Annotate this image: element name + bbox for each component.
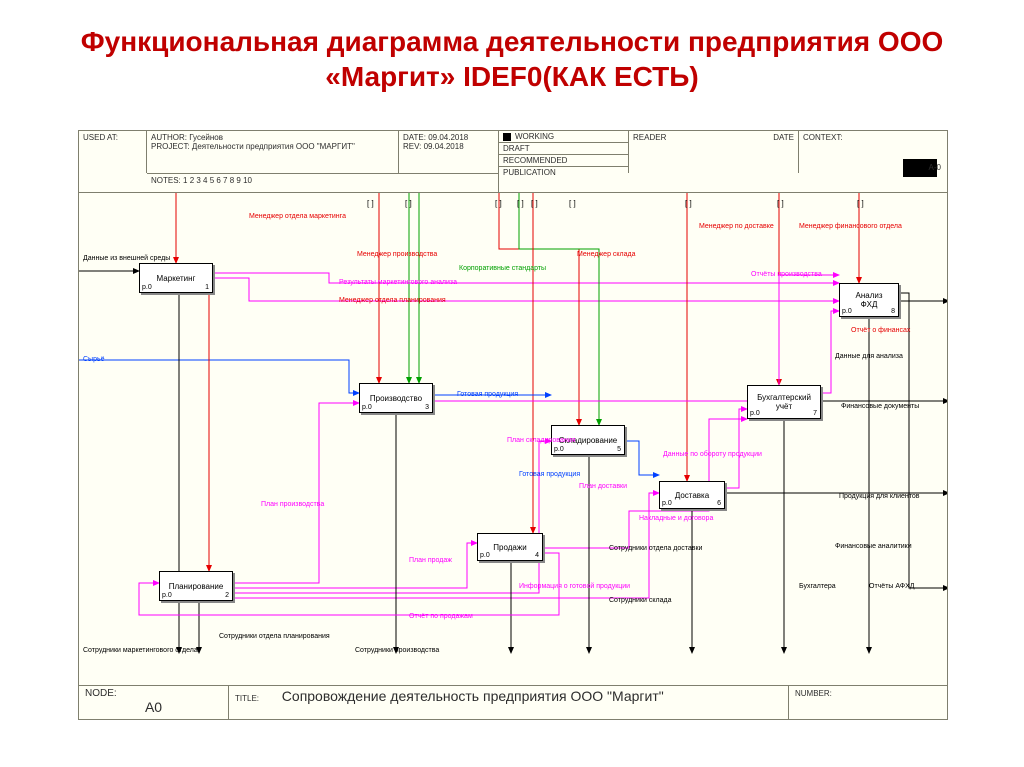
arrow [213, 273, 839, 283]
project-val: Деятельности предприятия ООО "МАРГИТ" [192, 142, 355, 151]
activity-box-6: Доставкар.06 [659, 481, 725, 509]
arrow [821, 311, 839, 393]
activity-box-8: АнализФХДр.08 [839, 283, 899, 317]
arrow-label: Отчёт о финансах [851, 327, 910, 334]
arrow-label: Менеджер склада [577, 251, 636, 258]
arrow-label: Корпоративные стандарты [459, 265, 546, 272]
arrow-label: Бухгалтера [799, 583, 836, 590]
arrow [433, 275, 839, 401]
arrow-label: Сотрудники склада [609, 597, 671, 604]
hdr-status: WORKING DRAFT RECOMMENDED PUBLICATION [499, 131, 629, 173]
activity-box-1: Маркетингр.01 [139, 263, 213, 293]
idef0-diagram: USED AT: AUTHOR: Гусейнов PROJECT: Деяте… [78, 130, 948, 720]
arrow-label: Продукция для клиентов [839, 493, 920, 500]
arrow [213, 278, 839, 301]
arrow-label: Менеджер финансового отдела [799, 223, 902, 230]
arrow [233, 441, 551, 593]
activity-box-7: Бухгалтерскийучётр.07 [747, 385, 821, 419]
tunnel-bracket: [ ] [685, 199, 692, 208]
arrow-label: Сотрудники маркетингового отдела [83, 647, 198, 654]
arrow-label: План доставки [579, 483, 627, 490]
activity-box-3: Производствор.03 [359, 383, 433, 413]
tunnel-bracket: [ ] [857, 199, 864, 208]
hdr-context: CONTEXT: A-0 [799, 131, 949, 173]
diagram-footer: NODE: A0 TITLE: Сопровождение деятельнос… [79, 685, 947, 719]
arrow-label: План складирования [507, 437, 575, 444]
arrow-label: Финансовые аналитики [835, 543, 912, 550]
arrow-label: План продаж [409, 557, 452, 564]
hdr-dates: DATE: 09.04.2018 REV: 09.04.2018 [399, 131, 499, 173]
arrow-label: Данные из внешней среды [83, 255, 170, 262]
project-lbl: PROJECT: [151, 142, 190, 151]
arrow-label: Сотрудники отдела планирования [219, 633, 330, 640]
arrow-label: Финансовые документы [841, 403, 919, 410]
arrow [233, 543, 477, 588]
arrow-label: Накладные и договора [639, 515, 713, 522]
activity-box-2: Планированиер.02 [159, 571, 233, 601]
hdr-used-at: USED AT: [79, 131, 147, 173]
arrow-label: Отчёт по продажам [409, 613, 473, 620]
tunnel-bracket: [ ] [517, 199, 524, 208]
diagram-header: USED AT: AUTHOR: Гусейнов PROJECT: Деяте… [79, 131, 947, 193]
arrow-label: Менеджер отдела планирования [339, 297, 446, 304]
author-val: Гусейнов [189, 133, 223, 142]
ftr-title: TITLE: Сопровождение деятельность предпр… [229, 686, 789, 719]
author-lbl: AUTHOR: [151, 133, 187, 142]
tunnel-bracket: [ ] [405, 199, 412, 208]
hdr-reader: READER DATE [629, 131, 799, 173]
hdr-notes: NOTES: 1 2 3 4 5 6 7 8 9 10 [147, 173, 499, 193]
slide-title: Функциональная диаграмма деятельности пр… [0, 0, 1024, 104]
ftr-node: NODE: A0 [79, 686, 229, 719]
arrow-label: Готовая продукция [519, 471, 580, 478]
tunnel-bracket: [ ] [495, 199, 502, 208]
arrow [79, 360, 359, 393]
arrow-label: Результаты маркетингового анализа [339, 279, 457, 286]
arrow-label: Данные по обороту продукции [663, 451, 762, 458]
arrow [625, 441, 659, 475]
ftr-number: NUMBER: [789, 686, 949, 719]
tunnel-bracket: [ ] [531, 199, 538, 208]
tunnel-bracket: [ ] [777, 199, 784, 208]
arrow-label: Менеджер отдела маркетинга [249, 213, 346, 220]
activity-box-4: Продажир.04 [477, 533, 543, 561]
arrow-label: Сотрудники отдела доставки [609, 545, 702, 552]
arrow-label: Менеджер производства [357, 251, 437, 258]
arrow [519, 193, 599, 425]
arrow-label: Отчёты производства [751, 271, 822, 278]
arrow-label: Данные для анализа [835, 353, 903, 360]
arrow-label: Сотрудники производства [355, 647, 439, 654]
diagram-canvas: Маркетингр.01 Планированиер.02 Производств… [79, 193, 947, 685]
arrow-label: Информация о готовой продукции [519, 583, 630, 590]
tunnel-bracket: [ ] [367, 199, 374, 208]
slide: Функциональная диаграмма деятельности пр… [0, 0, 1024, 767]
arrow-label: Готовая продукция [457, 391, 518, 398]
arrow [725, 409, 747, 488]
arrow-label: Отчёты АФХД [869, 583, 915, 590]
arrow [233, 403, 359, 583]
arrow-label: План производства [261, 501, 324, 508]
arrow-label: Сырьё [83, 356, 105, 363]
hdr-author-block: AUTHOR: Гусейнов PROJECT: Деятельности п… [147, 131, 399, 173]
tunnel-bracket: [ ] [569, 199, 576, 208]
arrow-label: Менеджер по доставке [699, 223, 774, 230]
